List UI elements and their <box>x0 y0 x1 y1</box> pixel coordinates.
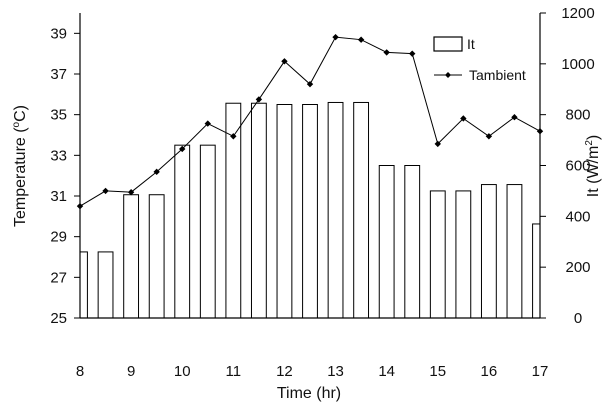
bar <box>123 194 140 319</box>
y-right-tick-label: 200 <box>565 259 590 276</box>
data-point <box>357 36 365 43</box>
y-right-tick-label: 800 <box>565 107 590 124</box>
data-point <box>511 114 518 121</box>
bar <box>480 184 497 319</box>
bar <box>302 104 318 319</box>
data-point <box>153 168 160 176</box>
y-left-tick-label: 39 <box>50 25 67 42</box>
tick-labels: 25 27 29 31 33 35 37 39 0 200 400 600 800 1000 1200 8 9 1… <box>50 5 594 380</box>
legend: It Tambient <box>433 36 526 83</box>
axes <box>74 12 546 319</box>
data-point <box>127 188 135 196</box>
y-left-tick-label: 29 <box>50 229 67 246</box>
bar <box>378 165 395 319</box>
x-tick-label: 13 <box>327 363 344 380</box>
bar <box>327 101 344 319</box>
data-point <box>434 140 441 148</box>
data-point <box>102 187 109 195</box>
data-point <box>255 96 263 103</box>
bar <box>429 190 446 319</box>
bar <box>455 190 472 319</box>
legend-bar-swatch <box>433 36 463 52</box>
x-tick-label: 16 <box>481 363 498 380</box>
x-tick-label: 17 <box>532 363 549 380</box>
bar <box>174 144 191 319</box>
y-left-tick-label: 27 <box>50 269 67 286</box>
x-axis-label: Time (hr) <box>277 385 341 402</box>
data-point <box>230 133 237 140</box>
data-point <box>332 33 339 41</box>
data-point <box>179 145 186 153</box>
y-right-tick-label: 0 <box>574 310 582 327</box>
bar <box>276 104 293 319</box>
legend-diamond-marker <box>445 72 451 78</box>
bar <box>97 251 114 319</box>
data-point <box>409 50 416 57</box>
x-tick-label: 8 <box>76 363 84 380</box>
legend-label-it: It <box>467 36 475 52</box>
bar <box>250 102 267 319</box>
data-point <box>383 49 390 56</box>
bar <box>404 165 421 319</box>
data-point <box>485 133 493 140</box>
line-series <box>76 33 544 210</box>
y-right-tick-label: 600 <box>565 158 590 175</box>
y-right-tick-label: 1000 <box>561 56 594 73</box>
legend-label-tambient: Tambient <box>469 67 526 83</box>
x-tick-label: 11 <box>226 363 242 380</box>
bar <box>353 101 370 319</box>
x-tick-label: 9 <box>127 363 135 380</box>
data-point <box>281 58 288 65</box>
y-left-tick-label: 25 <box>50 310 67 327</box>
data-point <box>306 80 314 88</box>
bar <box>532 223 541 319</box>
bar <box>199 144 216 319</box>
bar-series <box>79 101 541 319</box>
y-left-tick-label: 37 <box>50 66 67 83</box>
data-point <box>460 115 467 122</box>
y-axis-left-label: Temperature (oC) <box>11 105 29 227</box>
y-left-tick-label: 33 <box>50 147 67 164</box>
x-tick-label: 10 <box>174 363 191 380</box>
x-tick-label: 14 <box>378 363 395 380</box>
data-point <box>204 120 211 127</box>
bar <box>148 194 165 319</box>
y-left-tick-label: 35 <box>50 107 67 124</box>
x-tick-label: 15 <box>429 363 446 380</box>
y-right-tick-label: 400 <box>565 208 590 225</box>
bar <box>79 251 88 319</box>
bar <box>506 184 523 319</box>
y-axis-right-label: It (W/m2) <box>584 135 602 197</box>
y-left-tick-label: 31 <box>50 188 67 205</box>
y-right-tick-label: 1200 <box>561 5 594 22</box>
x-tick-label: 12 <box>276 363 293 380</box>
